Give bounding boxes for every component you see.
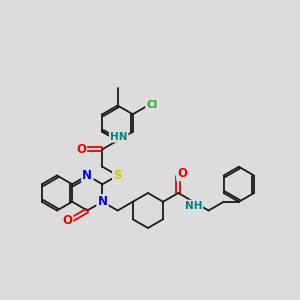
Text: N: N bbox=[82, 169, 92, 182]
Text: HN: HN bbox=[110, 131, 128, 142]
Text: Cl: Cl bbox=[146, 100, 158, 110]
Text: S: S bbox=[113, 169, 122, 182]
Text: O: O bbox=[62, 214, 72, 227]
Text: N: N bbox=[98, 195, 107, 208]
Text: NH: NH bbox=[184, 201, 202, 211]
Text: O: O bbox=[177, 167, 187, 180]
Text: S: S bbox=[113, 169, 122, 182]
Text: O: O bbox=[76, 143, 86, 156]
